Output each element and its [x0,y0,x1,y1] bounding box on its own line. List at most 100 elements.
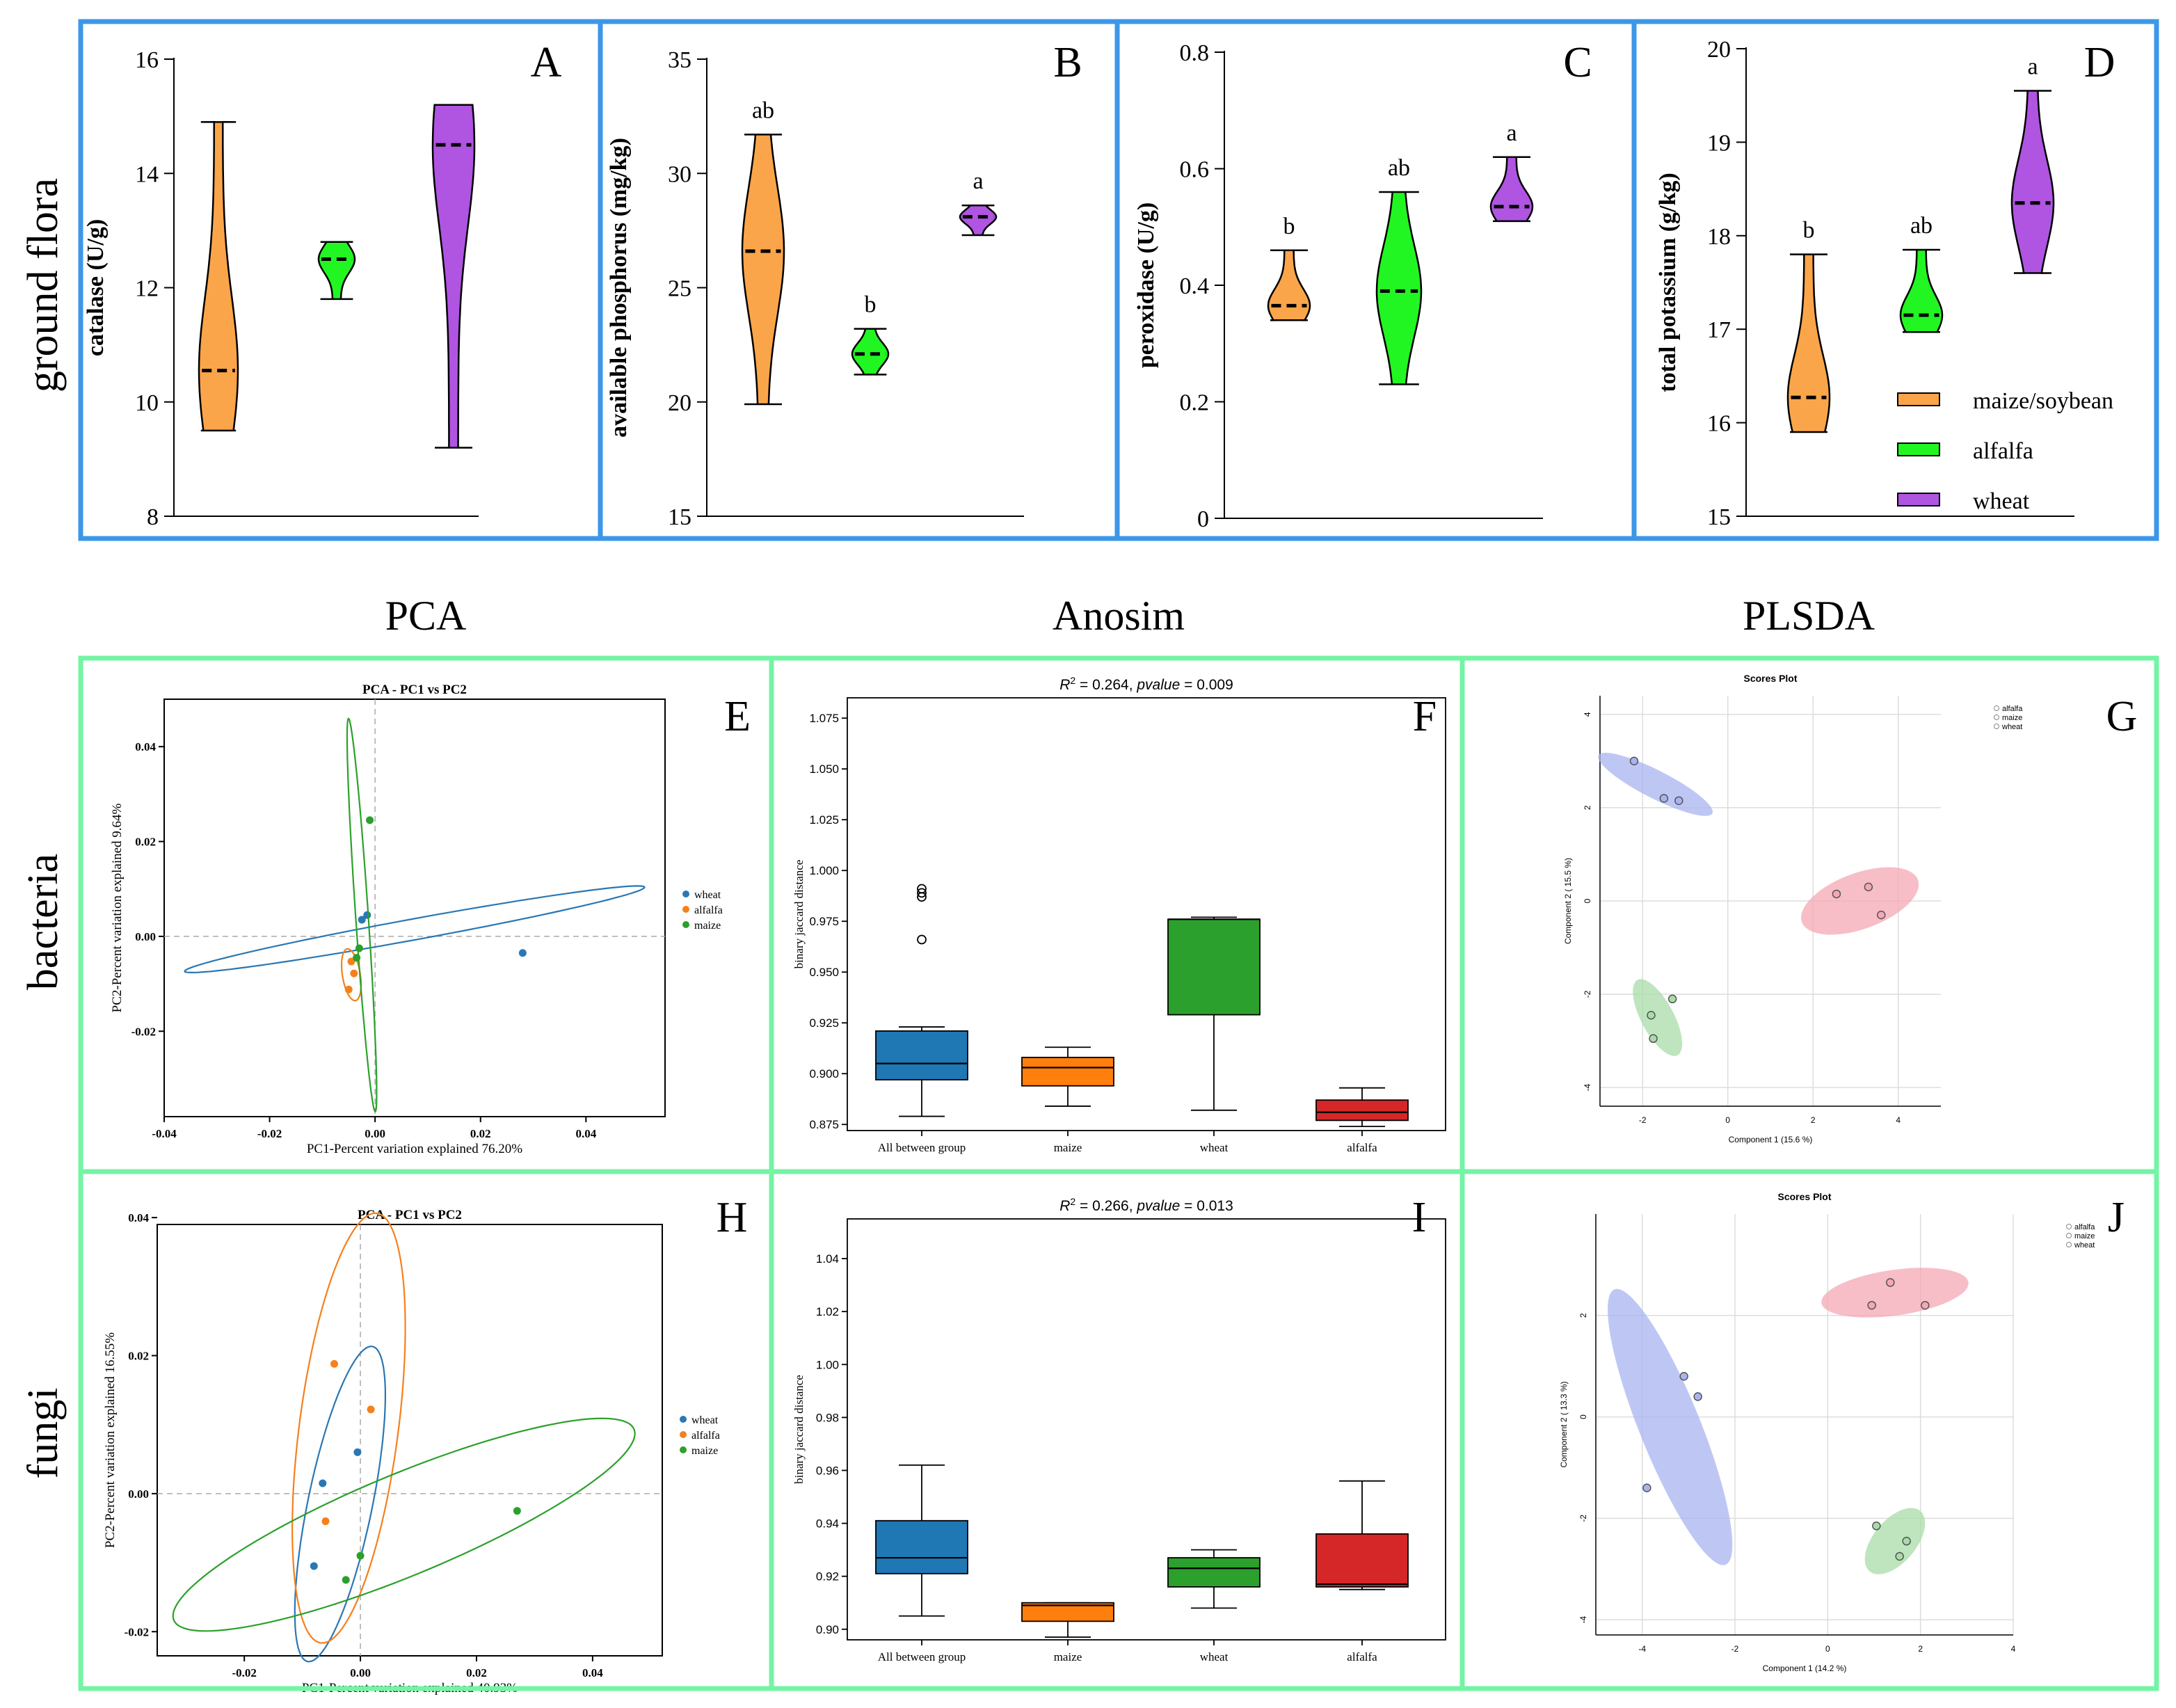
chart-title: Scores Plot [1743,673,1797,684]
violin-maize_soybean [1267,249,1311,321]
y-tick-label: 0.96 [816,1464,839,1477]
y-tick-label: 1.00 [816,1358,839,1371]
legend-label: maize [2074,1232,2095,1240]
plot-frame [847,697,1446,1131]
y-tick-label: 0.925 [809,1016,839,1030]
y-tick-label: 0.8 [1180,40,1210,66]
title-part-r: R [1059,1198,1070,1214]
y-axis-label: binary jaccard distance [792,860,806,969]
y-axis-label: Component 2 ( 15.5 %) [1563,858,1573,944]
y-tick-label: 15 [668,504,691,530]
point-maize [366,816,374,824]
legend-label: wheat [691,1414,719,1426]
x-tick-label: maize [1054,1650,1082,1663]
legend-marker-wheat [2066,1242,2072,1247]
ellipse-maize [346,717,378,1113]
box-2 [1167,918,1261,1016]
ellipse-wheat [1633,979,1683,1056]
significance-label: b [1803,218,1815,244]
chart-title: PCA - PC1 vs PC2 [362,683,467,697]
ellipse-wheat [294,1346,386,1663]
y-tick-label: 8 [147,504,159,530]
y-tick-label: 0.90 [816,1623,839,1636]
significance-label: a [973,168,983,194]
legend-swatch-alfalfa [1897,442,1940,456]
y-tick-label: 2 [1583,805,1592,810]
point-maize [1674,796,1683,806]
x-tick-label: 0 [1725,1115,1730,1125]
point-alfalfa [330,1359,339,1368]
legend-label: alfalfa [694,904,723,916]
point-wheat [358,916,366,924]
x-axis-label: Component 1 (14.2 %) [1763,1663,1847,1673]
border-bottom-panel-1 [769,655,1465,1174]
y-tick-label: 1.04 [816,1252,839,1266]
point-alfalfa [1832,889,1841,899]
legend-marker-alfalfa [680,1431,687,1438]
y-tick-label: -2 [1578,1515,1588,1522]
legend-marker-alfalfa [1994,705,1999,711]
legend-label: alfalfa [2002,705,2023,713]
panel-B: 15 20 25 30 35 available phosphorus (mg/kg) Ba… [606,39,1082,530]
row-label-bacteria: bacteria [19,854,67,990]
panel-E: -0.04 -0.02 0.00 0.02 0.04 -0.02 0.00 0.02 0.04 P… [110,683,751,1156]
panel-G: -2 0 2 4 -4 -2 0 2 4 Scores Plot Component 1 (15.6… [1563,673,2137,1144]
point-alfalfa [1886,1278,1895,1287]
y-tick-label: 30 [668,161,691,187]
point-maize [1679,1372,1688,1381]
y-tick-label: 35 [668,47,691,73]
x-tick-label: -0.04 [152,1127,177,1140]
y-axis-label: binary jaccard distance [792,1375,806,1484]
legend-label: maize [691,1445,718,1457]
y-tick-label: 1.075 [809,712,839,725]
point-wheat [1895,1551,1904,1561]
y-tick-label: 0.00 [128,1487,149,1501]
legend-marker-alfalfa [682,906,689,913]
column-header-plsda: PLSDA [1743,593,1875,639]
column-header-pca: PCA [385,593,467,639]
panel-F: 0.875 0.900 0.925 0.950 0.975 1.000 1.025 1.050… [792,675,1446,1154]
box-3 [1315,1099,1409,1122]
point-alfalfa [1921,1300,1930,1310]
y-tick-label: 12 [135,276,159,302]
legend-label: maize [2002,714,2022,722]
violin-wheat [1489,156,1534,223]
panel-D: 15 16 17 18 19 20 total potassium (g/kg) Db ab a m… [1655,37,2115,530]
y-tick-label: 4 [1583,712,1592,717]
y-tick-label: 0.900 [809,1067,839,1080]
violin-alfalfa [851,328,890,376]
x-tick-label: All between group [878,1141,966,1154]
y-tick-label: -0.02 [131,1025,156,1038]
y-tick-label: 1.02 [816,1305,839,1318]
y-tick-label: 25 [668,276,691,302]
x-axis-label: Component 1 (15.6 %) [1729,1135,1813,1144]
y-tick-label: 0.04 [135,740,156,753]
title-part-r_val: = 0.264, [1075,677,1137,693]
y-tick-label: 0.02 [128,1349,149,1362]
border-bottom-panel-3 [78,1169,774,1691]
x-tick-label: 0.00 [365,1127,385,1140]
significance-label: a [2027,54,2038,79]
row-label-ground-flora: ground flora [19,178,67,392]
y-tick-label: 20 [668,390,691,416]
panel-letter: B [1053,39,1082,86]
panel-letter: E [724,693,751,740]
ellipse-alfalfa [1801,867,1919,935]
y-tick-label: 0.950 [809,966,839,979]
title-part-r_sup: 2 [1070,1196,1075,1207]
legend-marker-wheat [680,1416,687,1423]
x-tick-label: -0.02 [232,1666,256,1679]
y-axis-label: PC2-Percent variation explained 9.64% [110,803,125,1012]
panel-letter: A [531,39,562,86]
ellipse-wheat [184,885,646,973]
panel-letter: C [1563,39,1592,86]
point-alfalfa [367,1405,375,1414]
violin-wheat [2010,90,2055,274]
point-maize [356,1551,365,1560]
legend-marker-wheat [1994,724,1999,729]
violin-maize_soybean [1786,253,1831,433]
y-tick-label: 0 [1197,506,1209,532]
border-bottom-panel-5 [1459,1169,2159,1691]
point-alfalfa [350,969,358,977]
